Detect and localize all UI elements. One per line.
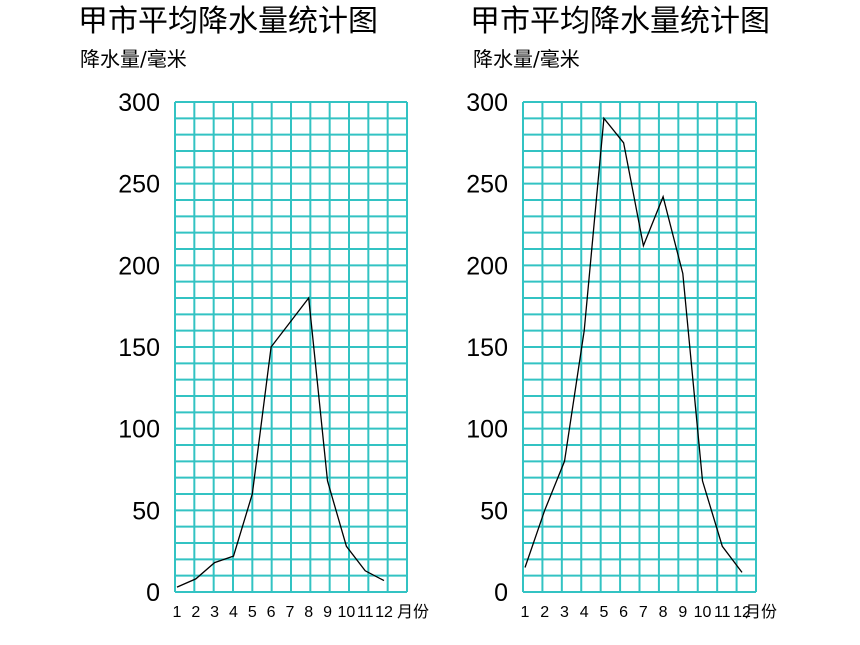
y-tick-label: 300	[466, 89, 508, 117]
x-tick-label: 4	[229, 604, 238, 621]
y-tick-label: 150	[466, 334, 508, 362]
x-tick-label: 8	[659, 604, 668, 621]
x-tick-label: 6	[267, 604, 276, 621]
grid	[522, 101, 757, 593]
x-tick-label: 7	[639, 604, 648, 621]
x-tick-label: 5	[248, 604, 257, 621]
chart-panel-right: 甲市平均降水量统计图 降水量/毫米 0 50 100 150 200 250 300 1 2 3 4…	[430, 0, 860, 645]
y-tick-label: 100	[466, 416, 508, 444]
series-line	[524, 116, 743, 573]
y-tick-label: 0	[494, 579, 508, 607]
x-tick-label: 10	[337, 604, 355, 621]
x-tick-label: 2	[191, 604, 200, 621]
x-tick-label: 5	[599, 604, 608, 621]
grid	[174, 101, 408, 593]
y-tick-label: 250	[118, 171, 160, 199]
x-axis-label: 月份	[745, 602, 777, 621]
y-axis-label: 降水量/毫米	[473, 47, 580, 71]
x-tick-label: 1	[173, 604, 182, 621]
x-tick-label: 12	[375, 604, 393, 621]
y-axis-label: 降水量/毫米	[80, 47, 187, 71]
x-tick-label: 11	[714, 604, 731, 621]
chart-title: 甲市平均降水量统计图	[78, 4, 378, 39]
y-tick-label: 50	[480, 497, 508, 525]
x-tick-label: 4	[580, 604, 589, 621]
y-tick-label: 200	[118, 252, 160, 280]
x-tick-label: 9	[678, 604, 687, 621]
x-tick-label: 1	[521, 604, 530, 621]
y-tick-label: 100	[118, 416, 160, 444]
x-tick-label: 10	[694, 604, 712, 621]
y-tick-label: 250	[466, 171, 508, 199]
y-tick-label: 200	[466, 252, 508, 280]
y-tick-label: 0	[146, 579, 160, 607]
y-tick-label: 300	[118, 89, 160, 117]
x-tick-label: 7	[285, 604, 294, 621]
x-tick-label: 12	[733, 604, 751, 621]
chart-panel-left: 甲市平均降水量统计图 降水量/毫米 0 50 100 150 200 250 300 1 2 3 4…	[78, 4, 429, 621]
x-tick-label: 6	[619, 604, 628, 621]
y-tick-label: 150	[118, 334, 160, 362]
x-tick-label: 8	[304, 604, 313, 621]
x-tick-label: 2	[540, 604, 549, 621]
x-tick-label: 9	[323, 604, 332, 621]
x-tick-label: 11	[357, 604, 374, 621]
x-axis-label: 月份	[397, 602, 429, 621]
series-line	[176, 296, 385, 588]
chart-title: 甲市平均降水量统计图	[470, 4, 770, 39]
y-tick-label: 50	[132, 497, 160, 525]
x-tick-label: 3	[210, 604, 219, 621]
x-tick-label: 3	[560, 604, 569, 621]
